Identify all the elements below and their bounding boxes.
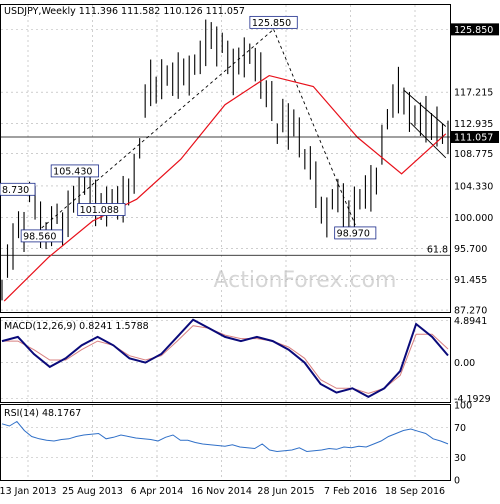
x-tick-label: 6 Apr 2014 <box>131 486 184 497</box>
swing-label: 98.970 <box>337 228 370 239</box>
current-price-label: 111.057 <box>454 132 493 143</box>
rsi-tick-label: 30 <box>454 453 466 464</box>
swing-label: 125.850 <box>252 18 291 29</box>
trend-line <box>403 89 447 127</box>
current-price-box <box>451 130 499 143</box>
swing-label-box <box>20 229 63 243</box>
trend-line <box>41 29 274 229</box>
price-tick-label: 108.775 <box>454 149 493 160</box>
x-tick-label: 25 Aug 2013 <box>62 486 123 497</box>
price-tick-label: 91.455 <box>454 275 487 286</box>
macd-panel-frame <box>0 317 451 403</box>
rsi-panel-frame <box>0 404 451 481</box>
macd-main-line <box>1 318 449 399</box>
rsi-label: RSI(14) 48.1767 <box>4 408 81 419</box>
macd-label: MACD(12,26,9) 0.8241 1.5788 <box>4 321 149 332</box>
swing-label-box <box>249 15 298 29</box>
price-tick-label: 95.700 <box>454 244 487 255</box>
swing-label-box <box>77 203 126 216</box>
swing-label: 98.560 <box>23 231 56 242</box>
swing-label: 8.730 <box>2 185 29 196</box>
x-tick-label: 18 Sep 2016 <box>385 486 445 497</box>
chart-header: USDJPY,Weekly 111.396 111.582 110.126 11… <box>4 6 245 17</box>
trend-line <box>273 29 356 226</box>
high-price-label: 125.850 <box>454 25 493 36</box>
high-price-box <box>451 23 499 36</box>
macd-tick-label: 0.00 <box>454 358 475 369</box>
price-panel-frame <box>0 4 451 313</box>
macd-tick-label: -4.1929 <box>454 394 491 405</box>
swing-label-box <box>334 226 377 240</box>
x-tick-label: 7 Feb 2016 <box>324 486 377 497</box>
price-tick-label: 87.270 <box>454 306 487 317</box>
fib-label: 61.8 <box>427 244 448 255</box>
rsi-line <box>1 420 449 453</box>
grid-layer <box>1 5 450 480</box>
series-layer <box>1 19 450 453</box>
macd-tick-label: 4.8941 <box>454 316 487 327</box>
x-tick-label: 13 Jan 2013 <box>0 486 56 497</box>
watermark: ActionForex.com <box>214 268 397 293</box>
price-tick-label: 117.215 <box>454 88 493 99</box>
moving-average-line <box>3 74 447 302</box>
macd-signal-line <box>2 325 449 394</box>
rsi-tick-label: 100 <box>454 401 472 412</box>
swing-label-box <box>0 182 36 196</box>
x-tick-label: 16 Nov 2014 <box>191 486 252 497</box>
x-tick-label: 28 Jun 2015 <box>257 486 314 497</box>
swing-label: 105.430 <box>53 166 92 177</box>
price-tick-label: 112.935 <box>454 119 493 130</box>
rsi-tick-label: 70 <box>454 423 466 434</box>
swing-label-box <box>50 164 99 178</box>
swing-label: 101.088 <box>80 205 119 216</box>
rsi-tick-label: 0 <box>454 476 460 487</box>
price-tick-label: 104.330 <box>454 181 493 192</box>
price-tick-label: 100.000 <box>454 213 493 224</box>
labels-layer: 125.850 117.215 112.935 108.775 104.330 100.0… <box>0 15 499 497</box>
trend-line <box>410 122 447 159</box>
